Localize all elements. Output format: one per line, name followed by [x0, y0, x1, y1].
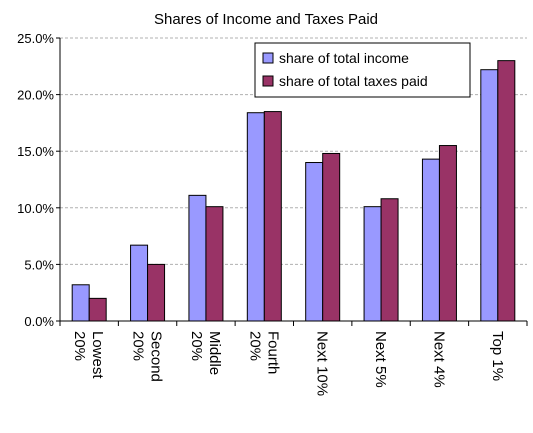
x-tick-label: Fourth20%: [246, 331, 281, 374]
x-axis-ticks: Lowest20% Second20% Middle20% Fourth20% Next…: [59, 321, 528, 396]
legend-label: share of total taxes paid: [279, 73, 428, 89]
bar-income-0: [71, 284, 90, 322]
svg-text:Middle20%: Middle20%: [188, 331, 223, 375]
bars: [71, 60, 516, 322]
svg-text:Second20%: Second20%: [130, 331, 165, 382]
x-tick-label: Next 10%: [314, 331, 331, 396]
bar-income-4: [305, 162, 324, 322]
bar-taxes-6: [438, 145, 457, 322]
bar-taxes-0: [88, 297, 107, 322]
bar-taxes-1: [147, 263, 166, 322]
y-tick-label: 5.0%: [24, 257, 54, 272]
y-axis-ticks: 0.0% 5.0% 10.0% 15.0% 20.0% 25.0%: [17, 31, 60, 329]
bar-income-3: [246, 112, 265, 322]
bar-taxes-4: [322, 152, 341, 322]
legend-label: share of total income: [279, 50, 409, 66]
x-tick-label: Lowest20%: [71, 331, 106, 379]
bar-taxes-2: [205, 206, 224, 322]
x-tick-label: Second20%: [130, 331, 165, 382]
y-tick-label: 0.0%: [24, 314, 54, 329]
svg-text:Top 1%: Top 1%: [489, 331, 506, 381]
svg-text:Fourth20%: Fourth20%: [246, 331, 281, 374]
svg-text:Next 4%: Next 4%: [430, 331, 447, 388]
bar-taxes-5: [380, 198, 399, 322]
legend-box: [254, 42, 471, 98]
y-tick-label: 10.0%: [17, 201, 54, 216]
bar-income-2: [188, 194, 207, 322]
legend: share of total income share of total taxe…: [254, 42, 471, 98]
y-tick-label: 25.0%: [17, 31, 54, 46]
svg-text:Next 5%: Next 5%: [372, 331, 389, 388]
bar-income-7: [480, 69, 499, 322]
bar-income-5: [363, 206, 382, 322]
y-tick-label: 15.0%: [17, 144, 54, 159]
bar-income-1: [130, 244, 149, 322]
x-tick-label: Middle20%: [188, 331, 223, 375]
legend-swatch: [262, 52, 274, 64]
bar-taxes-7: [497, 60, 516, 322]
x-tick-label: Top 1%: [489, 331, 506, 381]
svg-text:Next 10%: Next 10%: [314, 331, 331, 396]
y-tick-label: 20.0%: [17, 88, 54, 103]
svg-text:Lowest20%: Lowest20%: [71, 331, 106, 379]
legend-swatch: [262, 75, 274, 87]
x-tick-label: Next 5%: [372, 331, 389, 388]
chart-title: Shares of Income and Taxes Paid: [154, 11, 378, 28]
x-tick-label: Next 4%: [430, 331, 447, 388]
bar-income-6: [421, 158, 440, 322]
bar-taxes-3: [263, 111, 282, 322]
